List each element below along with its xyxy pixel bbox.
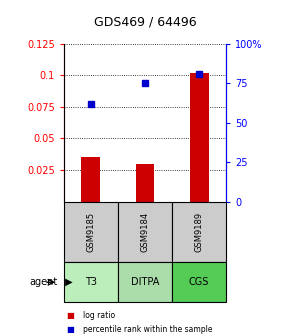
Text: agent: agent [30,277,58,287]
Bar [135,164,155,202]
Text: GSM9189: GSM9189 [195,212,204,252]
Text: ■: ■ [67,311,75,320]
Text: ▶: ▶ [62,277,73,287]
Text: GDS469 / 64496: GDS469 / 64496 [94,15,196,28]
Text: ■: ■ [67,325,75,334]
Text: CGS: CGS [189,277,209,287]
Text: GSM9185: GSM9185 [86,212,95,252]
Text: log ratio: log ratio [83,311,115,320]
Bar [190,73,209,202]
Text: percentile rank within the sample: percentile rank within the sample [83,325,212,334]
Text: GSM9184: GSM9184 [140,212,150,252]
Bar [81,157,100,202]
Text: DITPA: DITPA [131,277,159,287]
Text: T3: T3 [85,277,97,287]
